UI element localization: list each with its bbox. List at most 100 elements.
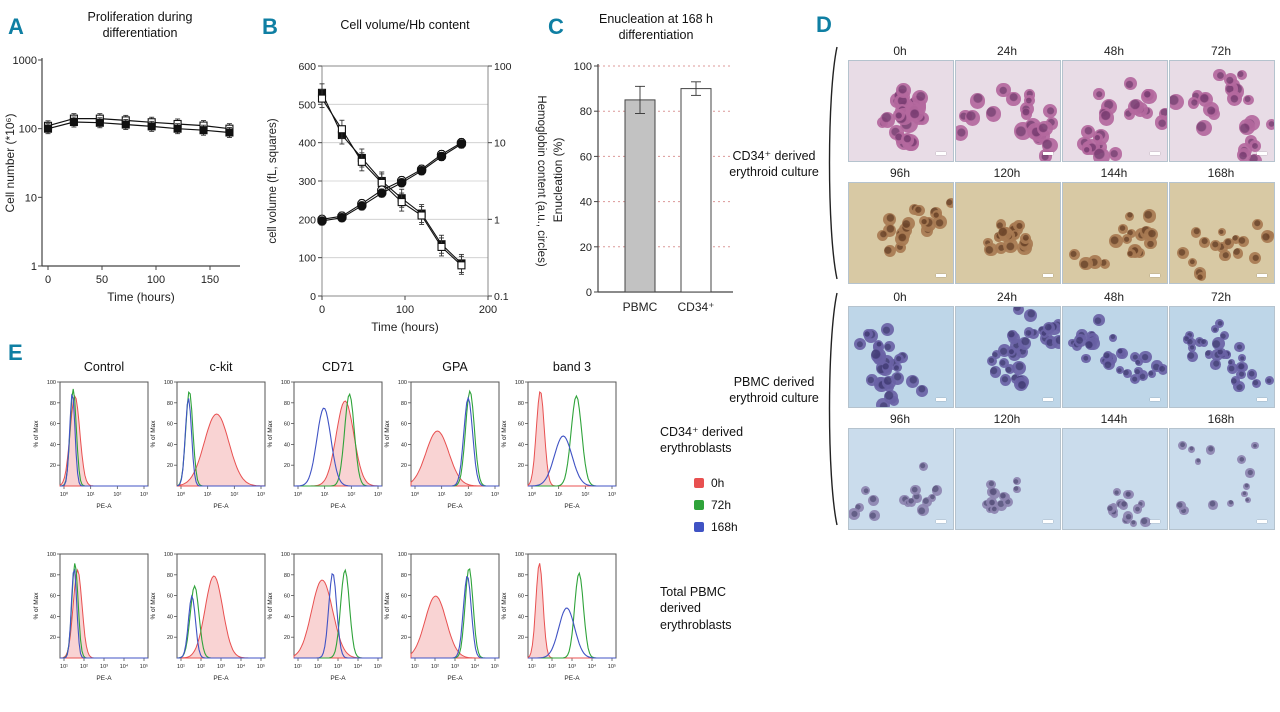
cell-blob bbox=[1248, 252, 1261, 265]
svg-text:10³: 10³ bbox=[608, 492, 616, 498]
cell-blob bbox=[894, 132, 907, 144]
svg-text:60: 60 bbox=[50, 422, 56, 428]
cell-blob bbox=[1184, 330, 1194, 340]
micrograph-168h-pbmc bbox=[1169, 428, 1275, 530]
legend-swatch-0h bbox=[694, 478, 704, 488]
svg-text:100: 100 bbox=[164, 380, 173, 386]
svg-text:40: 40 bbox=[401, 442, 407, 448]
cell-blob bbox=[1217, 227, 1226, 236]
group-brace-pbmc bbox=[828, 292, 838, 526]
cell-blob bbox=[989, 366, 1002, 378]
cell-blob bbox=[906, 497, 917, 507]
cell-blob bbox=[996, 82, 1011, 98]
svg-text:100: 100 bbox=[298, 253, 316, 265]
cell-blob bbox=[1042, 137, 1058, 154]
svg-text:20: 20 bbox=[580, 242, 592, 254]
cell-blob bbox=[991, 349, 1001, 359]
svg-text:PE-A: PE-A bbox=[564, 675, 580, 682]
cell-blob bbox=[1037, 120, 1053, 137]
svg-text:10²: 10² bbox=[347, 492, 355, 498]
svg-text:% of Max: % of Max bbox=[267, 592, 274, 620]
cell-blob bbox=[1081, 144, 1093, 155]
cell-blob bbox=[1018, 336, 1032, 350]
legend-label-0h: 0h bbox=[711, 476, 725, 490]
cell-blob bbox=[1226, 362, 1239, 375]
svg-text:80: 80 bbox=[284, 573, 290, 579]
cell-blob bbox=[1211, 325, 1220, 334]
cell-blob bbox=[1108, 334, 1117, 343]
cell-blob bbox=[882, 363, 892, 373]
cell-blob bbox=[1237, 148, 1252, 161]
cell-blob bbox=[1023, 94, 1035, 106]
micrograph-time-label: 120h bbox=[993, 412, 1021, 426]
svg-text:80: 80 bbox=[167, 573, 173, 579]
svg-text:20: 20 bbox=[518, 463, 524, 469]
cell-blob bbox=[1247, 153, 1263, 161]
svg-text:300: 300 bbox=[298, 176, 316, 188]
cell-blob bbox=[1004, 363, 1015, 374]
flow-plot-r1c0: 100 80 60 40 20 % of Max 10¹ 10² 10³ 10⁴ 10⁵ PE-A bbox=[33, 552, 149, 682]
cell-blob bbox=[1079, 256, 1093, 271]
cell-blob bbox=[849, 507, 861, 521]
svg-text:10³: 10³ bbox=[217, 664, 225, 670]
svg-text:10²: 10² bbox=[431, 664, 439, 670]
cell-blob bbox=[1117, 348, 1126, 357]
cell-blob bbox=[1187, 338, 1196, 347]
svg-text:1: 1 bbox=[31, 261, 37, 273]
cell-blob bbox=[1115, 365, 1125, 375]
scale-bar bbox=[1150, 398, 1160, 401]
svg-text:200: 200 bbox=[479, 304, 497, 316]
svg-text:80: 80 bbox=[167, 401, 173, 407]
cell-blob bbox=[1199, 237, 1210, 248]
micrograph-time-label: 24h bbox=[996, 290, 1018, 304]
svg-text:80: 80 bbox=[401, 573, 407, 579]
cell-blob bbox=[965, 110, 981, 126]
svg-text:80: 80 bbox=[518, 401, 524, 407]
svg-text:60: 60 bbox=[50, 594, 56, 600]
svg-text:10⁴: 10⁴ bbox=[354, 663, 363, 670]
svg-text:Time (hours): Time (hours) bbox=[107, 290, 175, 304]
cell-blob bbox=[900, 133, 915, 147]
cell-blob bbox=[1222, 237, 1235, 250]
svg-text:40: 40 bbox=[580, 197, 592, 209]
svg-text:10¹: 10¹ bbox=[555, 492, 563, 498]
svg-text:0: 0 bbox=[310, 291, 316, 303]
svg-text:10: 10 bbox=[25, 192, 37, 204]
micrograph-time-label: 24h bbox=[996, 44, 1018, 58]
cell-blob bbox=[1231, 235, 1241, 244]
svg-text:40: 40 bbox=[284, 442, 290, 448]
cell-blob bbox=[1119, 501, 1128, 510]
cell-blob bbox=[1211, 337, 1225, 351]
cell-blob bbox=[1187, 351, 1199, 362]
svg-text:PE-A: PE-A bbox=[213, 503, 229, 510]
cell-blob bbox=[1093, 148, 1110, 161]
flow-col-header-control: Control bbox=[83, 360, 125, 374]
cell-blob bbox=[1245, 468, 1255, 478]
cell-blob bbox=[1239, 119, 1255, 135]
cell-blob bbox=[998, 226, 1012, 241]
cell-blob bbox=[1252, 218, 1264, 230]
svg-text:CD34⁺: CD34⁺ bbox=[677, 300, 714, 314]
cell-blob bbox=[1188, 344, 1197, 353]
svg-text:20: 20 bbox=[401, 463, 407, 469]
cell-blob bbox=[1011, 360, 1026, 375]
cell-blob bbox=[894, 354, 905, 365]
svg-text:20: 20 bbox=[167, 463, 173, 469]
cell-blob bbox=[1197, 271, 1206, 281]
cell-blob bbox=[922, 497, 933, 508]
cell-blob bbox=[1123, 369, 1133, 378]
flow-plot-r1c4: 100 80 60 40 20 % of Max 10¹ 10² 10³ 10⁴ 10⁵ PE-A bbox=[501, 552, 617, 682]
svg-text:60: 60 bbox=[167, 422, 173, 428]
cell-blob bbox=[902, 216, 916, 230]
svg-text:% of Max: % of Max bbox=[33, 420, 40, 448]
cell-blob bbox=[1139, 350, 1153, 364]
flow-plot-r0c0: 100 80 60 40 20 % of Max 10⁰ 10¹ 10² 10³ PE-A bbox=[33, 380, 149, 510]
cell-blob bbox=[1142, 208, 1157, 223]
cell-blob bbox=[896, 83, 911, 98]
group-brace-cd34 bbox=[828, 46, 838, 280]
svg-text:20: 20 bbox=[50, 463, 56, 469]
cell-blob bbox=[1003, 497, 1014, 508]
svg-text:100: 100 bbox=[398, 380, 407, 386]
cell-blob bbox=[1175, 500, 1186, 511]
svg-text:100: 100 bbox=[47, 552, 56, 558]
